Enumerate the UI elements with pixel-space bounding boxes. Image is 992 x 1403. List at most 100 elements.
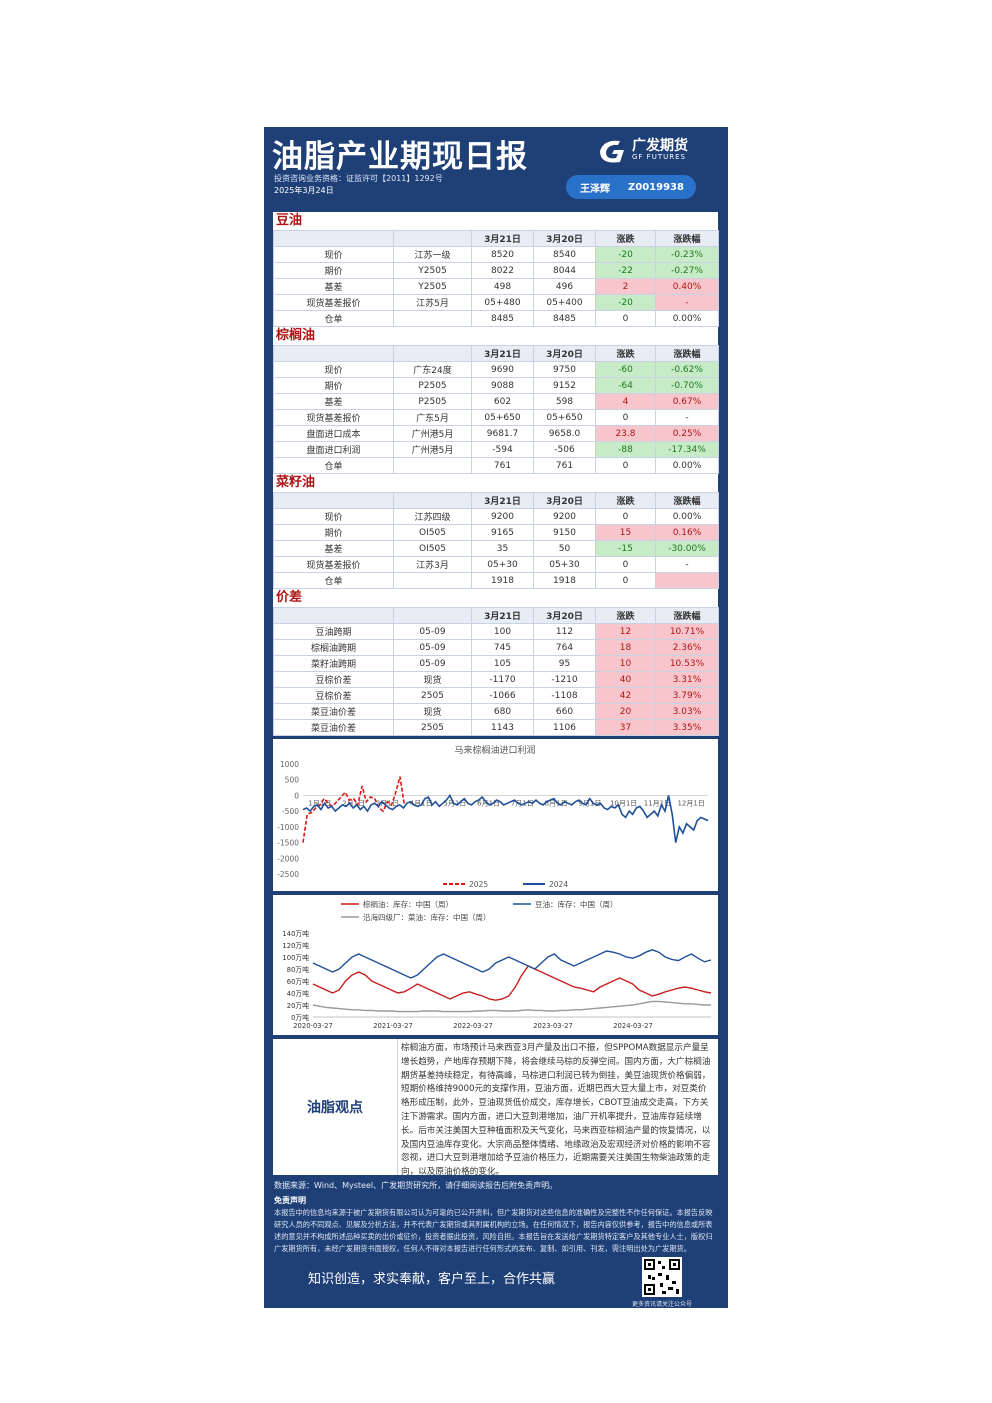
table-cell: 37 [595,719,656,736]
section-title: 棕榈油 [276,328,316,343]
inventory-chart: 棕榈油：库存：中国（周） 豆油：库存：中国（周） 沿海四级厂：菜油：库存：中国（周）… [273,895,718,1035]
table-cell: 菜籽油跨期 [273,655,394,672]
table-cell: 现货 [393,671,472,688]
table-cell: 2 [595,278,656,295]
x-tick-label: 2022-03-27 [453,1022,493,1030]
table-cell: -1170 [471,671,534,688]
table-row: 现货基差报价 江苏3月 05+30 05+30 0- [273,556,719,573]
y-tick-label: -1500 [277,839,299,848]
table-cell: 9165 [471,524,534,541]
table-cell: 0 [595,409,656,426]
table-cell: 9200 [533,508,596,525]
table-cell: 仓单 [273,310,394,327]
y-tick-label: 80万吨 [287,965,309,974]
header-cell: 涨跌 [595,230,656,247]
y-tick-label: 120万吨 [282,941,309,950]
table-cell: 1143 [471,719,534,736]
table-cell: 9200 [471,508,534,525]
x-tick-label: 10月1日 [610,799,637,807]
table-cell: 广州港5月 [393,425,472,442]
header-cell: 涨跌幅 [655,607,719,624]
table-row: 现价 江苏一级 8520 8540 -20 -0.23% [273,246,719,263]
table-cell: 10 [595,655,656,672]
data-source: 数据来源：Wind、Mysteel、广发期货研究所，请仔细阅读报告后附免责声明。 [274,1181,558,1190]
analyst-id: Z0019938 [628,181,684,193]
series-line-豆油 [312,949,712,979]
table-cell: -594 [471,441,534,458]
x-tick-label: 7月1日 [511,799,534,807]
series-line-菜油 [312,1000,711,1013]
header-cell [273,607,394,624]
table-cell: 10.53% [655,655,719,672]
table-cell: 期价 [273,524,394,541]
table-cell: 100 [471,623,534,640]
qr-caption: 更多资讯请关注公众号 [632,1301,693,1308]
import-profit-chart-svg: 马来棕榈油进口利润 1000 500 0 -500 -1000 -1500 -2000 -250… [277,744,709,889]
table-cell: 现货 [393,703,472,720]
table-cell: 498 [471,278,534,295]
price-table: 3月21日 3月20日 涨跌 涨跌幅 豆油跨期 05-09 100 112 12 10.71% 棕榈… [273,607,719,736]
table-cell: 期价 [273,377,394,394]
header-cell: 涨跌 [595,607,656,624]
table-cell: P2505 [393,393,472,410]
header-cell: 3月21日 [471,345,534,362]
table-cell: 9750 [533,361,596,378]
table-cell: -20 [595,246,656,263]
header-cell [273,492,394,509]
table-cell: 23.8 [595,425,656,442]
table-row: 基差 OI505 35 50 -15 -30.00% [273,540,719,557]
y-tick-label: -2500 [277,870,299,879]
table-cell: - [655,409,719,426]
table-cell: 35 [471,540,534,557]
table-cell: 8044 [533,262,596,279]
table-cell: 05+480 [471,294,534,311]
x-tick-label: 12月1日 [677,799,704,807]
table-row: 豆棕价差 2505 -1066 -1108 42 3.79% [273,687,719,704]
table-cell: 基差 [273,393,394,410]
table-cell [655,572,719,589]
table-cell: 1106 [533,719,596,736]
table-cell: 05-09 [393,623,472,640]
header-cell [393,607,472,624]
table-row: 期价 OI505 9165 9150 15 0.16% [273,524,719,541]
table-row: 菜豆油价差 现货 680 660 20 3.03% [273,703,719,720]
table-cell: 1918 [471,572,534,589]
chart-title: 马来棕榈油进口利润 [454,744,535,756]
viewpoint-label: 油脂观点 [273,1039,398,1175]
table-cell: 42 [595,687,656,704]
table-cell: -22 [595,262,656,279]
table-cell: 4 [595,393,656,410]
header-cell: 涨跌 [595,492,656,509]
series-line-棕榈油 [312,965,712,1001]
table-cell: 05-09 [393,639,472,656]
table-cell: 105 [471,655,534,672]
table-cell: 9152 [533,377,596,394]
import-profit-chart: 马来棕榈油进口利润 1000 500 0 -500 -1000 -1500 -2000 -250… [273,739,718,891]
legend-label: 棕榈油：库存：中国（周） [363,899,453,909]
slogan: 知识创造，求实奉献，客户至上，合作共赢 [308,1272,556,1287]
analyst-name: 王泽辉 [580,183,610,195]
table-cell: 广州港5月 [393,441,472,458]
y-tick-label: 100万吨 [282,953,309,962]
header-cell: 3月20日 [533,345,596,362]
table-row: 仓单 761 761 0 0.00% [273,457,719,474]
table-cell: 761 [471,457,534,474]
table-cell: 广东5月 [393,409,472,426]
disclaimer-title: 免责声明 [274,1196,306,1205]
table-cell: 05-09 [393,655,472,672]
table-row: 基差 Y2505 498 496 2 0.40% [273,278,719,295]
table-cell: 10.71% [655,623,719,640]
table-cell: 0.16% [655,524,719,541]
header-cell: 3月21日 [471,230,534,247]
table-row: 现价 广东24度 9690 9750 -60 -0.62% [273,361,719,378]
table-cell: 12 [595,623,656,640]
report-title: 油脂产业期现日报 [272,139,528,175]
x-tick-label: 2021-03-27 [373,1022,413,1030]
table-cell: 现货基差报价 [273,556,394,573]
table-cell: 9658.0 [533,425,596,442]
table-cell: 602 [471,393,534,410]
table-row: 基差 P2505 602 598 4 0.67% [273,393,719,410]
table-row: 菜籽油跨期 05-09 105 95 10 10.53% [273,655,719,672]
company-name: 广发期货 [632,138,688,154]
header-cell: 3月20日 [533,492,596,509]
